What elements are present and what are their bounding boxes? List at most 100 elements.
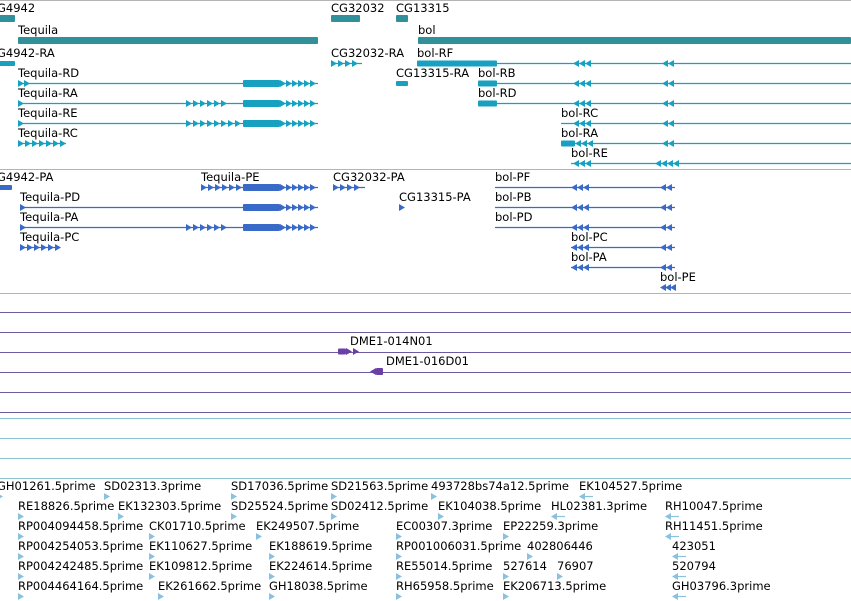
- feature-cg13315-pa[interactable]: CG13315-PA: [399, 190, 471, 211]
- feature-label: bol-PE: [660, 270, 696, 284]
- feature-ek132303-5prime[interactable]: EK132303.5prime: [118, 499, 221, 520]
- right-chevron-icon: [292, 224, 298, 231]
- feature-label: RP004242485.5prime: [18, 559, 143, 573]
- feature-ek188619-5prime[interactable]: EK188619.5prime: [269, 539, 372, 560]
- feature-ep22259-3prime[interactable]: EP22259.3prime: [503, 519, 598, 540]
- feature-ek104038-5prime[interactable]: EK104038.5prime: [438, 499, 541, 520]
- feature-bol-rb[interactable]: bol-RB: [478, 66, 851, 87]
- right-chevron-icon: [310, 204, 316, 211]
- exon-block: [376, 368, 383, 375]
- feature-dme1-016d01[interactable]: DME1-016D01: [370, 354, 469, 375]
- feature-sd17036-5prime[interactable]: SD17036.5prime: [231, 479, 328, 500]
- feature-cg13315[interactable]: CG13315: [396, 1, 450, 22]
- feature-tequila-re[interactable]: Tequila-RE: [17, 106, 318, 127]
- feature-bol-pd[interactable]: bol-PD: [495, 210, 675, 231]
- feature-423051[interactable]: 423051: [672, 539, 716, 560]
- feature-rp004254053-5prime[interactable]: RP004254053.5prime: [18, 539, 143, 560]
- left-chevron-icon: [585, 60, 591, 67]
- feature-cg32032-ra[interactable]: CG32032-RA: [331, 46, 404, 67]
- feature-527614[interactable]: 527614: [503, 559, 547, 580]
- feature-rh10047-5prime[interactable]: RH10047.5prime: [665, 499, 763, 520]
- right-chevron-icon: [20, 204, 26, 211]
- feature-rp001006031-5prime[interactable]: RP001006031.5prime: [396, 539, 521, 560]
- feature-re55014-5prime[interactable]: RE55014.5prime: [396, 559, 492, 580]
- feature-sd02412-5prime[interactable]: SD02412.5prime: [331, 499, 428, 520]
- left-chevron-icon: [370, 368, 376, 375]
- feature-76907[interactable]: 76907: [557, 559, 594, 580]
- feature-tequila[interactable]: Tequila: [17, 23, 318, 44]
- feature-bol-pc[interactable]: bol-PC: [571, 230, 675, 251]
- feature-bol-rd[interactable]: bol-RD: [478, 86, 851, 107]
- feature-bol-pb[interactable]: bol-PB: [495, 190, 675, 211]
- feature-g4942-pa[interactable]: G4942-PA: [0, 170, 54, 190]
- feature-ek261662-5prime[interactable]: EK261662.5prime: [158, 579, 261, 600]
- right-chevron-icon: [298, 204, 304, 211]
- feature-bol-re[interactable]: bol-RE: [571, 146, 851, 167]
- feature-ek206713-5prime[interactable]: EK206713.5prime: [503, 579, 606, 600]
- right-chevron-icon: [396, 553, 402, 560]
- left-chevron-icon: [583, 184, 589, 191]
- feature-label: 520794: [672, 559, 716, 573]
- feature-bol[interactable]: bol: [418, 23, 851, 44]
- feature-ck01710-5prime[interactable]: CK01710.5prime: [149, 519, 246, 540]
- right-chevron-icon: [236, 184, 242, 191]
- exon-block: [338, 348, 346, 355]
- right-chevron-icon: [298, 80, 304, 87]
- left-chevron-icon: [585, 120, 591, 127]
- right-chevron-icon: [193, 100, 199, 107]
- feature-cg32032[interactable]: CG32032: [331, 1, 385, 22]
- feature-rp004094458-5prime[interactable]: RP004094458.5prime: [18, 519, 143, 540]
- feature-gh03796-3prime[interactable]: GH03796.3prime: [672, 579, 771, 600]
- feature-tequila-pc[interactable]: Tequila-PC: [19, 230, 79, 251]
- right-chevron-icon: [201, 184, 207, 191]
- feature-bol-pf[interactable]: bol-PF: [495, 170, 675, 191]
- feature-tequila-rd[interactable]: Tequila-RD: [17, 66, 318, 87]
- feature-g4942[interactable]: G4942: [0, 1, 35, 22]
- feature-tequila-ra[interactable]: Tequila-RA: [17, 86, 318, 107]
- feature-bol-pa[interactable]: bol-PA: [571, 250, 675, 271]
- feature-tequila-pa[interactable]: Tequila-PA: [19, 210, 318, 231]
- feature-ek109812-5prime[interactable]: EK109812.5prime: [149, 559, 252, 580]
- right-chevron-icon: [46, 140, 52, 147]
- feature-ec00307-3prime[interactable]: EC00307.3prime: [396, 519, 492, 540]
- feature-ek104527-5prime[interactable]: EK104527.5prime: [579, 479, 682, 500]
- right-chevron-icon: [228, 120, 234, 127]
- feature-gh01261-5prime[interactable]: GH01261.5prime: [0, 479, 96, 500]
- feature-bol-rf[interactable]: bol-RF: [417, 46, 851, 67]
- right-chevron-icon: [304, 204, 310, 211]
- feature-520794[interactable]: 520794: [672, 559, 716, 580]
- feature-rh11451-5prime[interactable]: RH11451.5prime: [665, 519, 763, 540]
- feature-cg13315-ra[interactable]: CG13315-RA: [396, 66, 469, 86]
- right-chevron-icon: [286, 184, 292, 191]
- feature-sd21563-5prime[interactable]: SD21563.5prime: [331, 479, 428, 500]
- feature-hl02381-3prime[interactable]: HL02381.3prime: [551, 499, 647, 520]
- feature-bol-rc[interactable]: bol-RC: [561, 106, 851, 127]
- feature-sd02313-3prime[interactable]: SD02313.3prime: [104, 479, 201, 500]
- feature-rp004242485-5prime[interactable]: RP004242485.5prime: [18, 559, 143, 580]
- transcript-track: G4942-RA CG32032-RA bol-RF Tequila-RD CG1331…: [0, 46, 851, 167]
- feature-tequila-rc[interactable]: Tequila-RC: [17, 126, 78, 147]
- feature-402806446[interactable]: 402806446: [527, 539, 593, 560]
- feature-sd25524-5prime[interactable]: SD25524.5prime: [231, 499, 328, 520]
- feature-re18826-5prime[interactable]: RE18826.5prime: [18, 499, 114, 520]
- feature-label: bol-RF: [417, 46, 453, 60]
- feature-bol-ra[interactable]: bol-RA: [561, 126, 851, 147]
- feature-dme1-014n01[interactable]: DME1-014N01: [338, 334, 433, 355]
- right-chevron-icon: [149, 573, 155, 580]
- feature-bol-pe[interactable]: bol-PE: [660, 270, 696, 291]
- right-chevron-icon: [214, 224, 220, 231]
- right-chevron-icon: [48, 244, 54, 251]
- exon-block: [561, 140, 575, 147]
- feature-cg32032-pa[interactable]: CG32032-PA: [333, 170, 405, 191]
- left-chevron-icon: [661, 160, 667, 167]
- feature-rp004464164-5prime[interactable]: RP004464164.5prime: [18, 579, 143, 600]
- feature-tequila-pe[interactable]: Tequila-PE: [200, 170, 318, 191]
- feature-rh65958-5prime[interactable]: RH65958.5prime: [396, 579, 494, 600]
- feature-ek249507-5prime[interactable]: EK249507.5prime: [256, 519, 359, 540]
- feature-tequila-pd[interactable]: Tequila-PD: [19, 190, 318, 211]
- feature-ek110627-5prime[interactable]: EK110627.5prime: [149, 539, 252, 560]
- feature-ek224614-5prime[interactable]: EK224614.5prime: [269, 559, 372, 580]
- feature-g4942-ra[interactable]: G4942-RA: [0, 46, 55, 66]
- feature-493728bs74a12-5prime[interactable]: 493728bs74a12.5prime: [431, 479, 569, 500]
- feature-gh18038-5prime[interactable]: GH18038.5prime: [269, 579, 368, 600]
